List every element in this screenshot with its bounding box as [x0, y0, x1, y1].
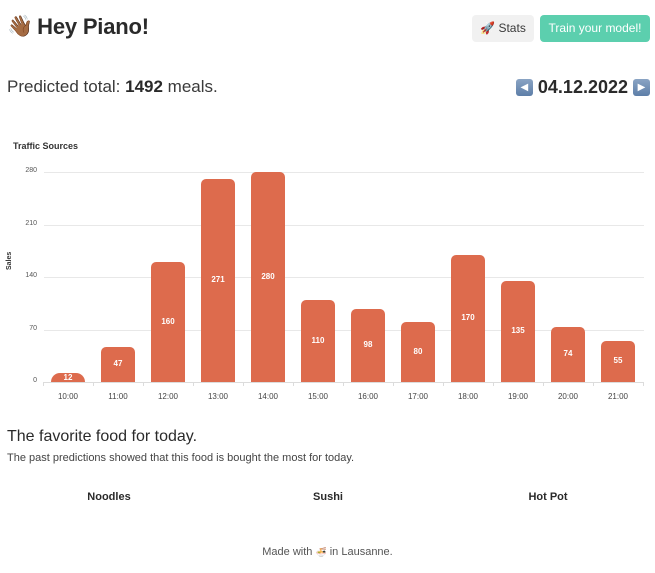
y-tick-label: 70: [29, 324, 37, 332]
x-tick-label: 16:00: [357, 392, 379, 401]
gridline: [44, 329, 644, 331]
y-tick-label: 210: [25, 219, 37, 227]
stats-label: Stats: [498, 21, 526, 35]
chart-bar[interactable]: [601, 340, 635, 382]
chart-bar[interactable]: [301, 299, 335, 382]
chart-bar[interactable]: [451, 254, 485, 382]
page-header: 👋🏾 Hey Piano!: [7, 12, 149, 42]
predicted-total-prefix: Predicted total:: [7, 77, 126, 96]
bar-value-label: 80: [413, 347, 423, 356]
bar-value-label: 12: [63, 373, 73, 382]
x-tick-mark: [143, 382, 144, 386]
x-tick-mark: [543, 382, 544, 386]
favorite-food-subtitle: The past predictions showed that this fo…: [7, 452, 355, 464]
gridline: [44, 277, 644, 278]
rocket-icon: 🚀: [480, 21, 496, 35]
waving-hand-icon: 👋🏾: [7, 15, 34, 38]
x-tick-mark: [293, 382, 294, 386]
predicted-total-suffix: meals.: [162, 77, 218, 96]
chart-bar[interactable]: [251, 172, 285, 382]
x-tick-label: 21:00: [607, 392, 629, 401]
bar-value-label: 55: [613, 356, 623, 366]
previous-day-button[interactable]: ◀: [515, 78, 533, 96]
x-tick-label: 14:00: [257, 392, 279, 401]
food-item-noodles: Noodles: [87, 491, 131, 503]
current-date: 04.12.2022: [537, 77, 628, 97]
bar-value-label: 74: [563, 349, 573, 359]
x-tick-mark: [243, 382, 244, 386]
footer-suffix: in Lausanne.: [326, 546, 393, 558]
chart-bar[interactable]: [351, 308, 385, 382]
x-tick-label: 19:00: [507, 392, 529, 401]
bar-value-label: 135: [511, 326, 525, 336]
y-tick-label: 280: [25, 167, 37, 174]
x-tick-label: 10:00: [57, 392, 79, 401]
x-tick-label: 15:00: [307, 392, 329, 401]
y-tick-label: 140: [25, 272, 37, 279]
chart-bar[interactable]: [51, 373, 85, 382]
x-tick-mark: [593, 382, 594, 386]
stats-button[interactable]: 🚀 Stats: [472, 15, 534, 42]
x-tick-label: 18:00: [457, 392, 479, 401]
bowl-icon: 🍜: [315, 547, 327, 557]
gridline: [44, 172, 644, 173]
predicted-total: Predicted total: 1492 meals.: [7, 76, 218, 98]
bar-value-label: 110: [311, 335, 325, 345]
x-tick-label: 17:00: [407, 392, 429, 401]
chart-title: Traffic Sources: [13, 141, 79, 151]
chart-bar[interactable]: [551, 326, 585, 382]
footer-prefix: Made with: [262, 546, 316, 558]
bar-value-label: 170: [461, 313, 475, 323]
chart-bar[interactable]: [401, 322, 435, 382]
x-tick-mark: [93, 382, 94, 386]
chart-bar[interactable]: [151, 262, 185, 382]
food-item-sushi: Sushi: [313, 491, 343, 503]
x-tick-label: 13:00: [207, 392, 229, 401]
page-title: Hey Piano!: [37, 14, 149, 39]
bar-value-label: 47: [113, 359, 123, 369]
x-tick-mark: [393, 382, 394, 386]
chart-bar[interactable]: [101, 346, 135, 382]
chart-bar[interactable]: [201, 178, 235, 382]
x-tick-mark: [443, 382, 444, 386]
next-day-button[interactable]: ▶: [633, 78, 650, 96]
x-tick-mark: [493, 382, 494, 386]
x-tick-label: 12:00: [157, 392, 179, 401]
x-tick-label: 11:00: [108, 392, 128, 401]
bar-value-label: 271: [211, 275, 225, 285]
y-axis-label: Sales: [6, 251, 13, 270]
x-tick-mark: [343, 382, 344, 386]
bar-value-label: 280: [261, 272, 275, 281]
y-tick-label: 0: [33, 377, 37, 384]
x-tick-label: 20:00: [557, 392, 579, 401]
chart-bar[interactable]: [501, 280, 535, 382]
train-model-button[interactable]: Train your model!: [540, 15, 650, 42]
gridline: [44, 224, 644, 226]
food-item-hot-pot: Hot Pot: [528, 491, 568, 503]
x-axis-line: [44, 382, 644, 383]
x-tick-mark: [643, 382, 644, 386]
footer: Made with 🍜 in Lausanne.: [0, 546, 655, 558]
favorite-food-title: The favorite food for today.: [7, 428, 198, 445]
predicted-total-value: 1492: [125, 77, 163, 96]
x-tick-mark: [43, 382, 44, 386]
date-navigator: ◀ 04.12.2022 ▶: [515, 76, 650, 98]
bar-value-label: 98: [363, 340, 373, 350]
x-tick-mark: [193, 382, 194, 386]
bar-value-label: 160: [161, 317, 175, 326]
